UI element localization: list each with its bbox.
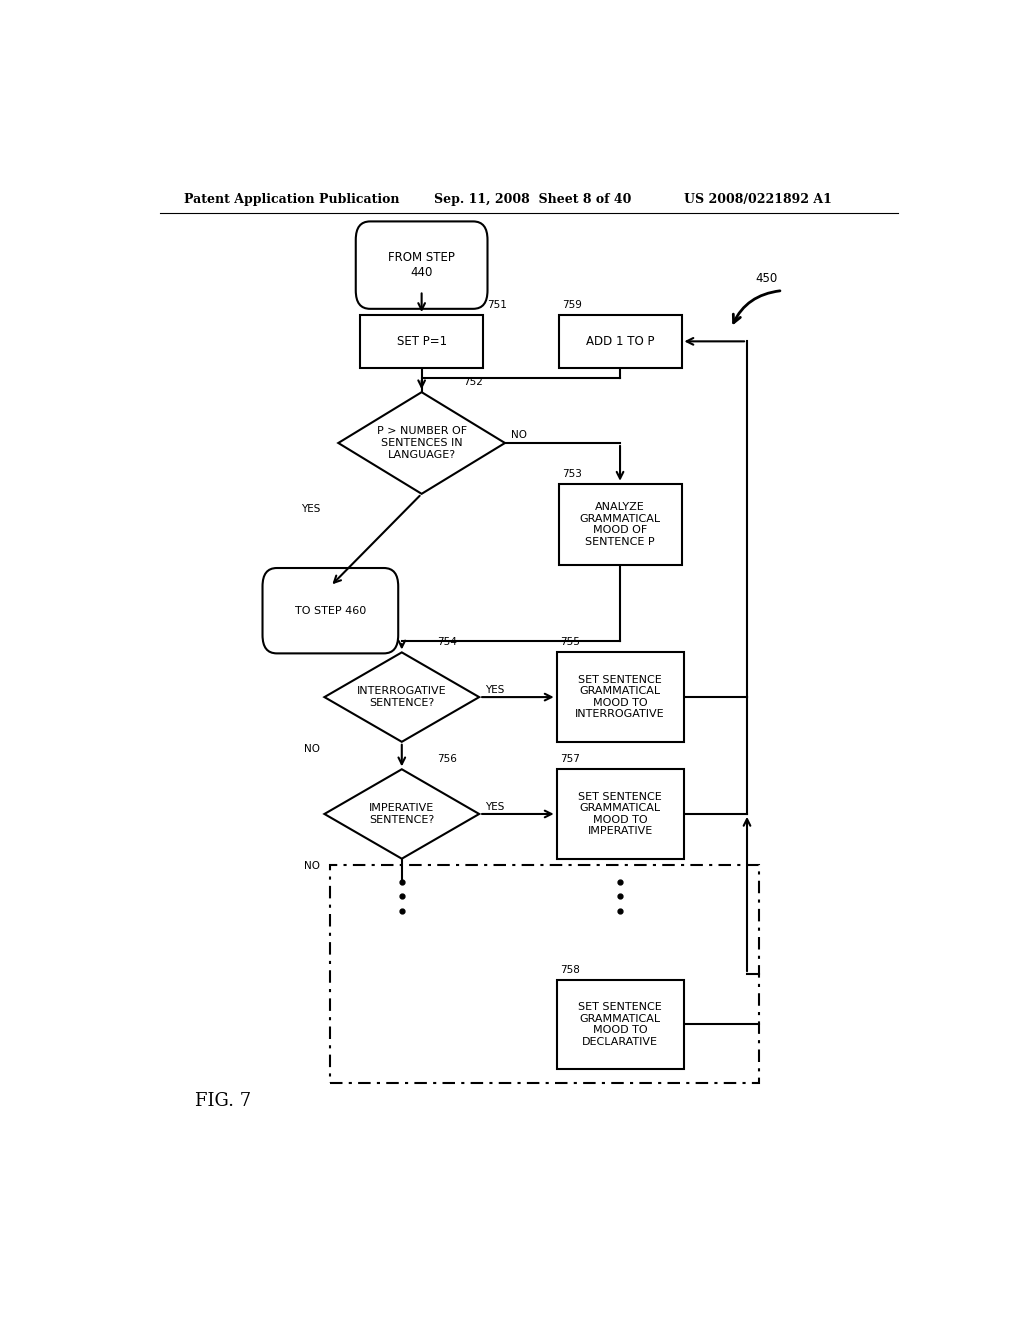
FancyBboxPatch shape xyxy=(557,979,684,1069)
Text: ANALYZE
GRAMMATICAL
MOOD OF
SENTENCE P: ANALYZE GRAMMATICAL MOOD OF SENTENCE P xyxy=(580,502,660,546)
Text: 755: 755 xyxy=(560,638,581,647)
Text: SET SENTENCE
GRAMMATICAL
MOOD TO
DECLARATIVE: SET SENTENCE GRAMMATICAL MOOD TO DECLARA… xyxy=(579,1002,662,1047)
Text: YES: YES xyxy=(301,504,321,513)
Text: 752: 752 xyxy=(463,378,483,387)
FancyBboxPatch shape xyxy=(557,770,684,859)
Text: NO: NO xyxy=(511,430,527,440)
Text: 758: 758 xyxy=(560,965,581,974)
Text: P > NUMBER OF
SENTENCES IN
LANGUAGE?: P > NUMBER OF SENTENCES IN LANGUAGE? xyxy=(377,426,467,459)
Text: 450: 450 xyxy=(755,272,777,285)
Text: 756: 756 xyxy=(436,754,457,764)
Text: Sep. 11, 2008  Sheet 8 of 40: Sep. 11, 2008 Sheet 8 of 40 xyxy=(433,193,631,206)
Text: FIG. 7: FIG. 7 xyxy=(196,1092,252,1110)
FancyBboxPatch shape xyxy=(262,568,398,653)
Text: SET SENTENCE
GRAMMATICAL
MOOD TO
INTERROGATIVE: SET SENTENCE GRAMMATICAL MOOD TO INTERRO… xyxy=(575,675,665,719)
Text: 757: 757 xyxy=(560,754,581,764)
Text: US 2008/0221892 A1: US 2008/0221892 A1 xyxy=(684,193,831,206)
FancyBboxPatch shape xyxy=(558,483,682,565)
Text: 759: 759 xyxy=(562,300,583,310)
Text: Patent Application Publication: Patent Application Publication xyxy=(183,193,399,206)
Text: TO STEP 460: TO STEP 460 xyxy=(295,606,366,615)
FancyBboxPatch shape xyxy=(557,652,684,742)
Text: INTERROGATIVE
SENTENCE?: INTERROGATIVE SENTENCE? xyxy=(357,686,446,708)
Text: 751: 751 xyxy=(487,300,507,310)
FancyBboxPatch shape xyxy=(558,315,682,368)
FancyBboxPatch shape xyxy=(355,222,487,309)
Text: IMPERATIVE
SENTENCE?: IMPERATIVE SENTENCE? xyxy=(370,803,434,825)
Text: NO: NO xyxy=(304,861,321,871)
Text: NO: NO xyxy=(304,744,321,754)
FancyBboxPatch shape xyxy=(360,315,483,368)
Text: 754: 754 xyxy=(436,638,457,647)
Text: SET P=1: SET P=1 xyxy=(396,335,446,348)
Text: ADD 1 TO P: ADD 1 TO P xyxy=(586,335,654,348)
Text: SET SENTENCE
GRAMMATICAL
MOOD TO
IMPERATIVE: SET SENTENCE GRAMMATICAL MOOD TO IMPERAT… xyxy=(579,792,662,837)
Polygon shape xyxy=(325,770,479,859)
FancyArrowPatch shape xyxy=(733,290,780,323)
Polygon shape xyxy=(338,392,505,494)
Text: YES: YES xyxy=(485,803,505,812)
Text: YES: YES xyxy=(485,685,505,696)
Polygon shape xyxy=(325,652,479,742)
Text: FROM STEP
440: FROM STEP 440 xyxy=(388,251,455,279)
Text: 753: 753 xyxy=(562,469,583,479)
